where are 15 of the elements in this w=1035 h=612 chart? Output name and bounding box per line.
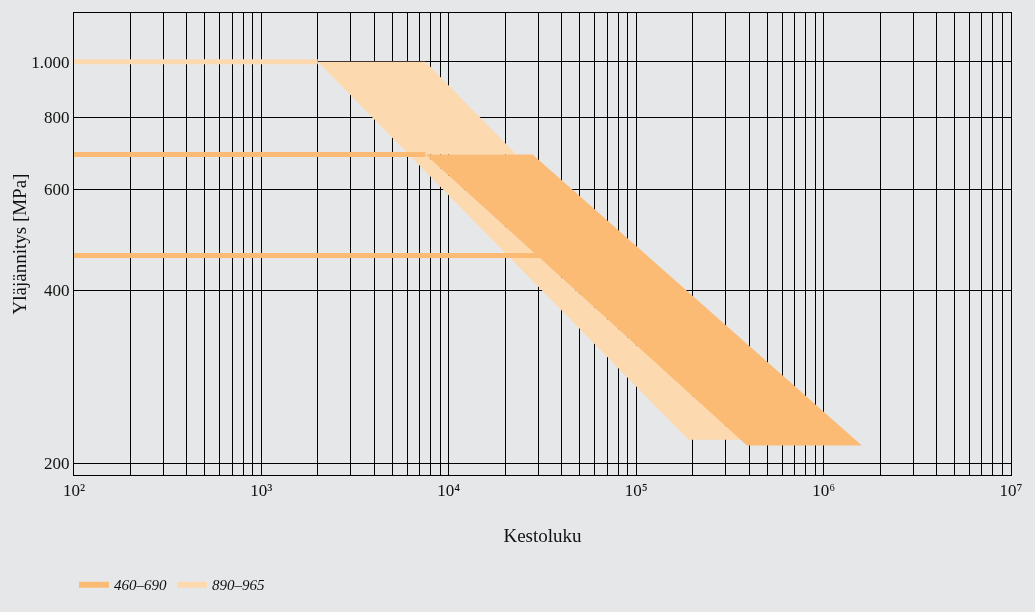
x-tick-label: 10⁷	[999, 481, 1023, 501]
x-tick-label: 10³	[250, 481, 273, 501]
y-axis-title: Yläjännitys [MPa]	[9, 173, 30, 315]
legend-label: 460–690	[114, 576, 167, 593]
x-tick-label: 10⁴	[437, 481, 461, 501]
y-tick-label: 800	[44, 108, 70, 128]
legend-label: 890–965	[212, 576, 265, 593]
x-tick-label: 10²	[62, 481, 86, 501]
y-tick-label: 400	[44, 281, 70, 301]
y-tick-label: 600	[44, 180, 70, 200]
y-tick-label: 200	[44, 454, 70, 474]
x-axis-title: Kestoluku	[503, 525, 583, 546]
x-tick-label: 10⁵	[624, 481, 648, 501]
x-tick-label: 10⁶	[812, 481, 836, 501]
y-tick-label: 1.000	[31, 52, 70, 72]
